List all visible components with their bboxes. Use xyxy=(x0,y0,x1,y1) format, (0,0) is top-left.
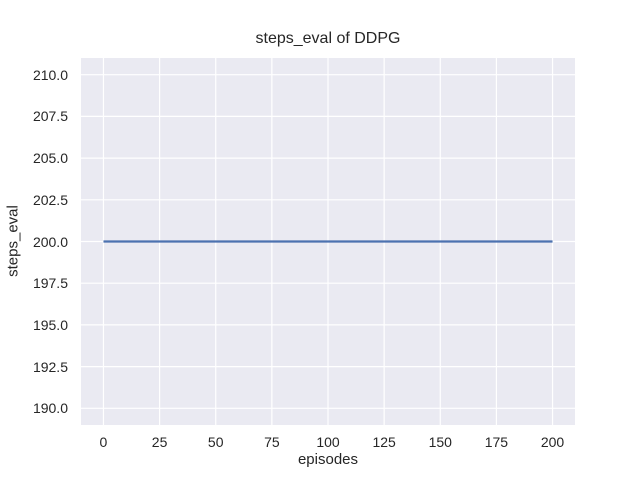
y-tick-label: 200.0 xyxy=(32,233,68,250)
x-axis-label: episodes xyxy=(297,451,359,468)
x-tick-label: 0 xyxy=(99,434,108,450)
x-tick-label: 50 xyxy=(207,434,224,450)
x-tick-label: 25 xyxy=(151,434,168,450)
y-tick-label: 207.5 xyxy=(32,108,68,125)
x-tick-label: 175 xyxy=(484,434,509,450)
x-tick-label: 125 xyxy=(372,434,396,450)
y-tick-label: 192.5 xyxy=(32,358,68,375)
y-tick-label: 190.0 xyxy=(32,400,68,417)
y-tick-label: 197.5 xyxy=(32,275,68,292)
chart-canvas xyxy=(81,58,575,425)
y-tick-label: 210.0 xyxy=(32,66,68,83)
x-tick-label: 150 xyxy=(428,434,452,450)
x-tick-label: 200 xyxy=(540,434,565,450)
y-tick-label: 205.0 xyxy=(32,150,68,167)
x-tick-label: 100 xyxy=(316,434,340,450)
x-tick-label: 75 xyxy=(264,434,280,450)
y-tick-label: 202.5 xyxy=(32,191,68,208)
plot-area xyxy=(81,58,575,425)
chart-title: steps_eval of DDPG xyxy=(255,30,401,47)
y-tick-label: 195.0 xyxy=(32,316,68,333)
